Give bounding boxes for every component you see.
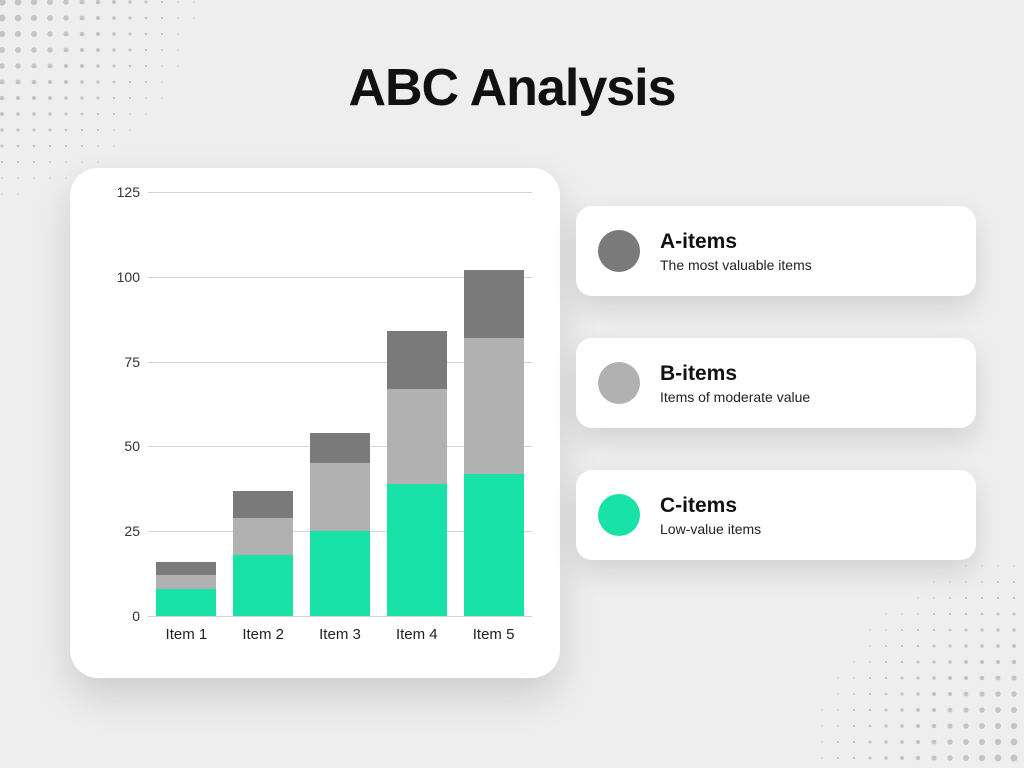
bar-segment-a — [464, 270, 524, 338]
bar-slot — [302, 192, 379, 616]
bars-container — [148, 192, 532, 616]
chart-card: 0 25 50 75 100 125 Item 1Item 2Item 3Item 4It… — [70, 168, 560, 678]
x-tick-label: Item 3 — [302, 620, 379, 652]
bar-segment-c — [233, 555, 293, 616]
bar-segment-b — [464, 338, 524, 474]
x-tick-label: Item 4 — [378, 620, 455, 652]
bar-segment-a — [310, 433, 370, 464]
y-tick-label: 125 — [96, 184, 140, 200]
legend-text-b: B-items Items of moderate value — [660, 362, 810, 405]
legend-swatch-c — [598, 494, 640, 536]
bar — [233, 192, 293, 616]
y-tick-label: 100 — [96, 269, 140, 285]
y-tick-label: 25 — [96, 523, 140, 539]
legend-item-c: C-items Low-value items — [576, 470, 976, 560]
legend-title-c: C-items — [660, 494, 761, 518]
legend-title-a: A-items — [660, 230, 812, 254]
bar-slot — [225, 192, 302, 616]
plot-area: 0255075100125 Item 1Item 2Item 3Item 4It… — [96, 192, 534, 652]
bar-segment-c — [464, 474, 524, 616]
legend-title-b: B-items — [660, 362, 810, 386]
bar-slot — [455, 192, 532, 616]
legend-item-b: B-items Items of moderate value — [576, 338, 976, 428]
x-tick-label: Item 5 — [455, 620, 532, 652]
bar-segment-a — [156, 562, 216, 576]
bar — [464, 192, 524, 616]
x-tick-label: Item 1 — [148, 620, 225, 652]
legend-desc-c: Low-value items — [660, 521, 761, 537]
bar-segment-b — [387, 389, 447, 484]
bar-segment-a — [233, 491, 293, 518]
y-tick-label: 50 — [96, 438, 140, 454]
legend-swatch-a — [598, 230, 640, 272]
bar — [310, 192, 370, 616]
x-axis-labels: Item 1Item 2Item 3Item 4Item 5 — [148, 620, 532, 652]
bar-segment-b — [233, 518, 293, 555]
bar — [387, 192, 447, 616]
y-tick-label: 0 — [96, 608, 140, 624]
legend-swatch-b — [598, 362, 640, 404]
bar-segment-a — [387, 331, 447, 389]
dots-decoration-bottom-right — [784, 528, 1024, 768]
legend-text-c: C-items Low-value items — [660, 494, 761, 537]
legend-desc-b: Items of moderate value — [660, 389, 810, 405]
legend-desc-a: The most valuable items — [660, 257, 812, 273]
bar-slot — [378, 192, 455, 616]
y-tick-label: 75 — [96, 354, 140, 370]
bar-segment-c — [310, 531, 370, 616]
bar-segment-c — [387, 484, 447, 616]
legend: A-items The most valuable items B-items … — [576, 206, 976, 560]
y-axis-labels: 0255075100125 — [96, 192, 140, 616]
bar — [156, 192, 216, 616]
legend-text-a: A-items The most valuable items — [660, 230, 812, 273]
gridline — [148, 616, 532, 617]
page-title: ABC Analysis — [0, 58, 1024, 118]
bar-segment-b — [156, 575, 216, 589]
bar-segment-c — [156, 589, 216, 616]
bar-segment-b — [310, 463, 370, 531]
bar-slot — [148, 192, 225, 616]
x-tick-label: Item 2 — [225, 620, 302, 652]
legend-item-a: A-items The most valuable items — [576, 206, 976, 296]
